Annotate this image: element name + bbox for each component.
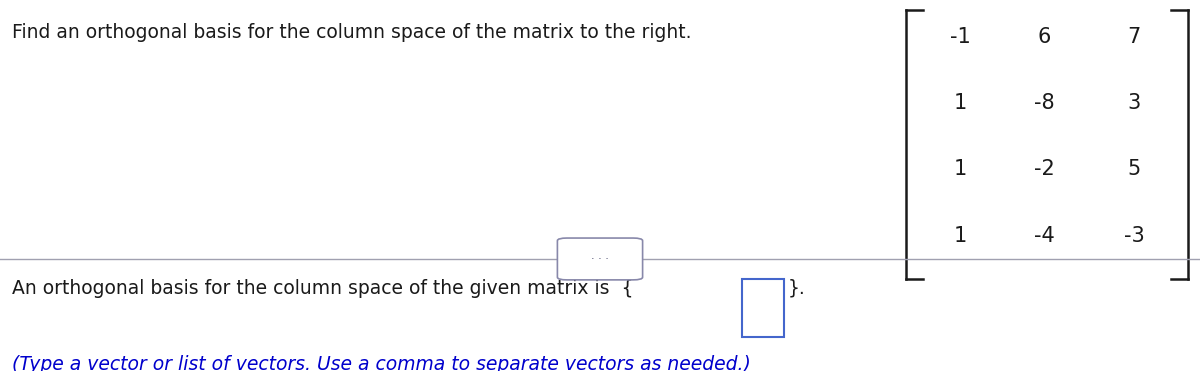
Text: Find an orthogonal basis for the column space of the matrix to the right.: Find an orthogonal basis for the column … [12,23,691,42]
Text: (Type a vector or list of vectors. Use a comma to separate vectors as needed.): (Type a vector or list of vectors. Use a… [12,355,751,371]
Text: An orthogonal basis for the column space of the given matrix is  {: An orthogonal basis for the column space… [12,279,634,298]
Text: 1: 1 [953,160,967,179]
Text: 5: 5 [1127,160,1141,179]
Text: -4: -4 [1033,226,1055,246]
Text: · · ·: · · · [592,254,608,264]
Text: 7: 7 [1127,27,1141,46]
Text: -1: -1 [949,27,971,46]
Text: 3: 3 [1127,93,1141,113]
Text: -8: -8 [1033,93,1055,113]
FancyBboxPatch shape [557,238,643,280]
Text: 1: 1 [953,226,967,246]
FancyBboxPatch shape [742,279,784,337]
Text: 6: 6 [1037,27,1051,46]
Text: -2: -2 [1033,160,1055,179]
Text: -3: -3 [1123,226,1145,246]
Text: }.: }. [787,279,805,298]
Text: 1: 1 [953,93,967,113]
